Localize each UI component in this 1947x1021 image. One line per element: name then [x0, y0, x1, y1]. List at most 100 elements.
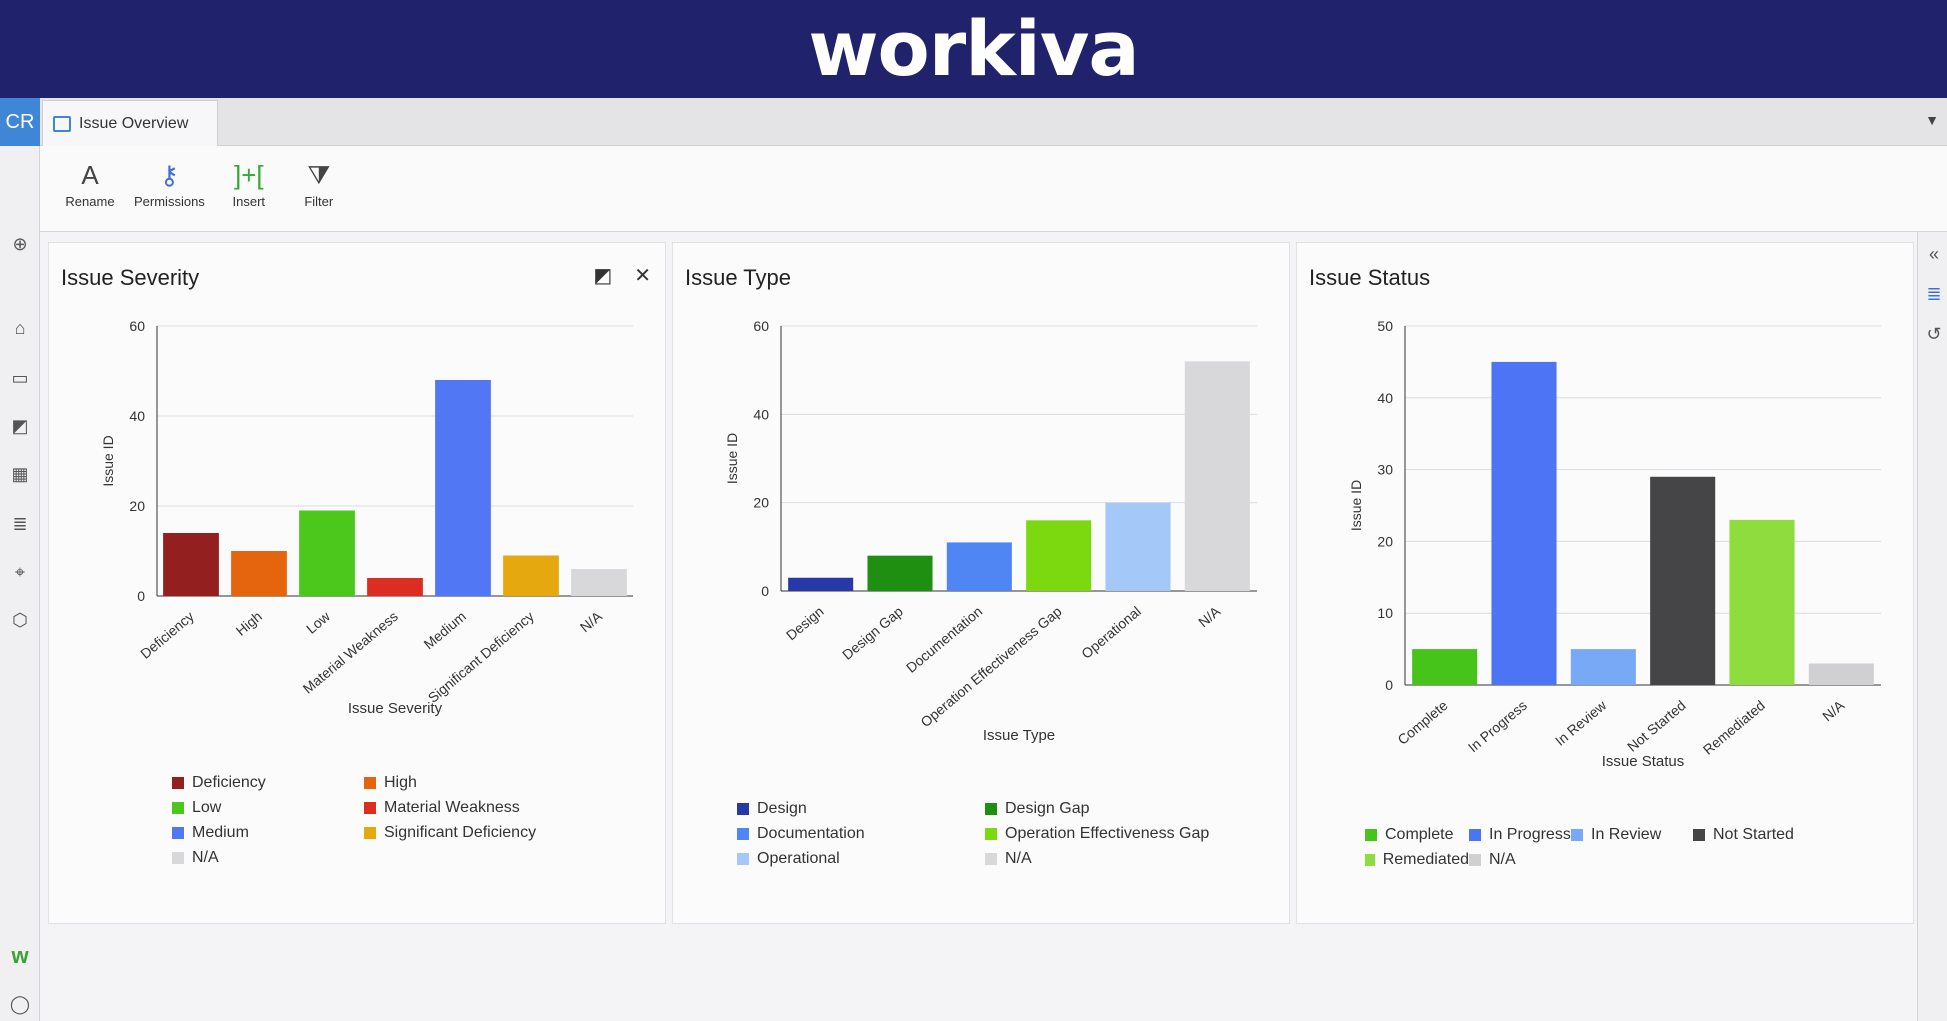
map-icon[interactable]: ⌖: [14, 561, 26, 582]
x-axis-label: Issue Status: [1602, 753, 1685, 770]
y-tick-label: 0: [137, 588, 145, 604]
bar-documentation[interactable]: [946, 542, 1012, 591]
toolbar-permissions-button[interactable]: ⚷ Permissions: [134, 160, 205, 231]
bar-design-gap[interactable]: [867, 555, 933, 591]
expand-icon[interactable]: ◩: [593, 265, 613, 287]
legend-label: N/A: [192, 849, 219, 866]
bar-operational[interactable]: [1105, 502, 1171, 591]
y-tick-label: 10: [1377, 605, 1393, 621]
legend-swatch: [364, 827, 376, 839]
dashboard-icon[interactable]: ▦: [11, 463, 29, 484]
bar-n-a[interactable]: [1808, 663, 1874, 685]
legend-swatch: [1469, 854, 1481, 866]
app-badge[interactable]: CR: [0, 98, 40, 146]
bar-remediated[interactable]: [1729, 519, 1795, 685]
rename-icon: A: [81, 160, 99, 190]
y-tick-label: 20: [1377, 533, 1393, 549]
plus-circle-icon[interactable]: ⊕: [12, 233, 28, 254]
legend-item[interactable]: Material Weakness: [364, 799, 556, 817]
legend-swatch: [985, 853, 997, 865]
bar-complete[interactable]: [1412, 649, 1478, 685]
legend-item[interactable]: Design Gap: [985, 800, 1245, 818]
x-axis-label: Issue Severity: [348, 700, 443, 717]
issue-type-chart: 0 20 40 60 Issue ID Design Design GapDocumenta…: [724, 318, 1257, 744]
x-tick-label: In Progress: [1465, 697, 1530, 755]
bar-n-a[interactable]: [571, 569, 627, 596]
y-tick-label: 40: [753, 406, 769, 422]
document-icon[interactable]: ◩: [11, 415, 29, 436]
legend-label: In Review: [1591, 826, 1662, 843]
dashboard-tab-icon: [53, 115, 71, 132]
legend-item[interactable]: Medium: [172, 824, 364, 842]
toolbar-label: Rename: [65, 194, 115, 209]
legend-item[interactable]: N/A: [985, 850, 1245, 868]
legend-item[interactable]: N/A: [1469, 851, 1571, 869]
legend-swatch: [172, 802, 184, 814]
issue-type-legend: Design Design Gap Documentation Operation E…: [737, 800, 1245, 868]
legend-swatch: [364, 802, 376, 814]
bar-in-review[interactable]: [1570, 649, 1636, 685]
legend-item[interactable]: Operational: [737, 850, 985, 868]
legend-item[interactable]: N/A: [172, 849, 364, 867]
legend-item[interactable]: High: [364, 774, 556, 792]
x-tick-label: Documentation: [903, 603, 985, 676]
legend-item[interactable]: Operation Effectiveness Gap: [985, 825, 1245, 843]
toolbar-rename-button[interactable]: A Rename: [64, 160, 116, 231]
legend-swatch: [985, 828, 997, 840]
folder-icon[interactable]: ▭: [11, 367, 29, 388]
x-tick-label: Medium: [420, 608, 468, 652]
toolbar: A Rename ⚷ Permissions ]+[Insert ⧩ Filter: [40, 146, 1947, 232]
toolbar-filter-button[interactable]: ⧩ Filter: [293, 160, 345, 231]
legend-swatch: [172, 852, 184, 864]
database-icon[interactable]: ≣: [1926, 283, 1942, 304]
legend-label: Documentation: [757, 825, 865, 842]
bar-material-weakness[interactable]: [367, 578, 423, 596]
workiva-w-icon[interactable]: w: [11, 943, 29, 968]
collapse-icon[interactable]: «: [1928, 243, 1939, 264]
legend-swatch: [1571, 829, 1583, 841]
bar-design[interactable]: [788, 577, 854, 591]
y-tick-label: 60: [753, 318, 769, 334]
legend-item[interactable]: Complete: [1365, 826, 1469, 844]
bar-significant-deficiency[interactable]: [503, 555, 559, 597]
legend-item[interactable]: Not Started: [1693, 826, 1813, 844]
x-tick-label: Low: [303, 607, 334, 636]
bar-not-started[interactable]: [1650, 476, 1716, 685]
legend-swatch: [172, 827, 184, 839]
legend-item[interactable]: Remediated: [1365, 851, 1469, 869]
legend-swatch: [985, 803, 997, 815]
legend-item[interactable]: In Progress: [1469, 826, 1571, 844]
legend-item[interactable]: Deficiency: [172, 774, 364, 792]
legend-swatch: [1365, 854, 1375, 866]
key-icon: ⚷: [159, 160, 179, 190]
user-circle-icon[interactable]: ◯: [9, 993, 31, 1014]
history-icon[interactable]: ↺: [1926, 323, 1942, 344]
legend-swatch: [737, 828, 749, 840]
legend-item[interactable]: Significant Deficiency: [364, 824, 556, 842]
x-tick-label: High: [233, 608, 265, 639]
cube-icon[interactable]: ⬡: [12, 609, 28, 630]
legend-label: Design Gap: [1005, 800, 1090, 817]
tab-menu-chevron-down-icon[interactable]: ▼: [1925, 112, 1939, 128]
workiva-logo: workiva: [808, 4, 1139, 93]
bar-operation-effectiveness-gap[interactable]: [1026, 520, 1092, 591]
legend-item[interactable]: Documentation: [737, 825, 985, 843]
legend-item[interactable]: Low: [172, 799, 364, 817]
bar-low[interactable]: [299, 510, 355, 597]
filter-icon: ⧩: [307, 160, 331, 190]
home-icon[interactable]: ⌂: [14, 317, 26, 338]
tab-issue-overview[interactable]: Issue Overview: [42, 100, 218, 146]
card-title: Issue Status: [1309, 265, 1431, 290]
bar-n-a[interactable]: [1184, 361, 1250, 591]
database-icon[interactable]: ≣: [12, 513, 28, 534]
legend-item[interactable]: In Review: [1571, 826, 1693, 844]
legend-item[interactable]: Design: [737, 800, 985, 818]
bar-medium[interactable]: [435, 380, 491, 596]
bar-deficiency[interactable]: [163, 533, 219, 596]
toolbar-insert-button[interactable]: ]+[Insert: [223, 160, 275, 231]
toolbar-label: Filter: [304, 194, 334, 209]
bar-in-progress[interactable]: [1491, 361, 1557, 685]
legend-swatch: [364, 777, 376, 789]
bar-high[interactable]: [231, 551, 287, 596]
close-icon[interactable]: ✕: [634, 265, 651, 287]
